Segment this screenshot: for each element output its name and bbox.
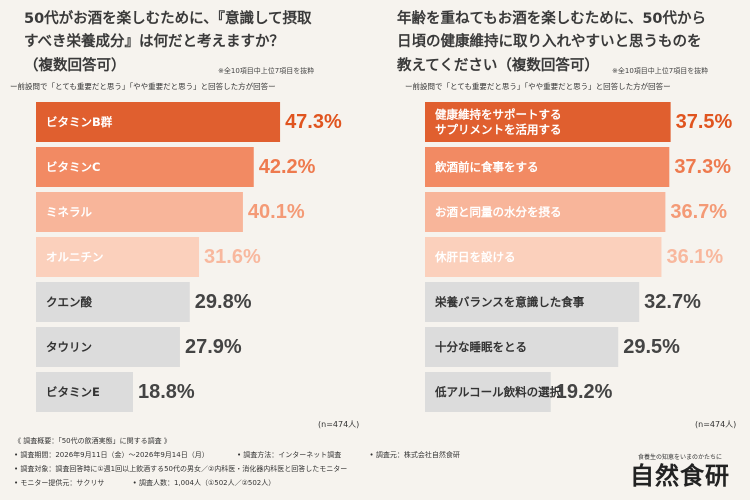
chart1-value-label-3: 36.1% (666, 246, 723, 268)
chart1-value-label-4: 32.7% (644, 291, 701, 313)
brand-name: 自然食研 (630, 462, 730, 490)
chart0-category-label-3: オルニチン (46, 250, 104, 264)
chart1-category-label-2: お酒と同量の水分を摂る (435, 205, 562, 219)
chart1-category-label-4: 栄養バランスを意識した食事 (434, 295, 585, 309)
right-title-line-3: 教えてください（複数回答可） (397, 58, 599, 74)
right-title-line-1: 年齢を重ねてもお酒を楽しむために、50代から (397, 11, 707, 27)
chart0-category-label-1: ビタミンC (46, 160, 100, 174)
left-title-line-2: すべき栄養成分』は何だと考えますか？ (24, 34, 284, 50)
right-chart-panel: 年齢を重ねてもお酒を楽しむために、50代から 日頃の健康維持に取り入れやすいと思… (375, 0, 750, 430)
chart0-value-label-5: 27.9% (185, 336, 242, 358)
footer-line-4: • モニター提供元：サクリサ • 調査人数：1,004人（①502人／②502人… (14, 476, 614, 490)
chart0-value-label-2: 40.1% (248, 201, 305, 223)
chart1-category-label-1: 飲酒前に食事をする (434, 160, 539, 174)
chart1-value-label-0: 37.5% (676, 111, 733, 133)
right-n-label: (n=474人) (695, 420, 737, 429)
left-subtitle: ー前設問で「とても重要だと思う」「やや重要だと思う」と回答した方が回答ー (10, 82, 276, 91)
brand-tagline: 食養生の知恵をいまのかたちに (637, 454, 722, 461)
chart0-bar-3 (36, 237, 200, 277)
chart1-value-label-6: 19.2% (556, 381, 613, 403)
survey-footer: 《 調査概要：「50代の飲酒実態」に関する調査 》 • 調査期間：2026年9月… (14, 434, 614, 490)
chart0-category-label-6: ビタミンE (46, 385, 100, 399)
chart1-bar-0 (425, 102, 671, 142)
chart0-category-label-5: タウリン (46, 340, 92, 354)
brand-logo: 食養生の知恵をいまのかたちに 自然食研 (620, 452, 740, 491)
chart1-category-label-6: 低アルコール飲料の選択 (434, 385, 562, 399)
left-note: ※全10項目中上位7項目を抜粋 (218, 67, 315, 75)
chart1-bar-2 (425, 192, 666, 232)
left-title-line-3: （複数回答可） (24, 58, 126, 74)
chart0-bar-4 (36, 282, 190, 322)
chart0-category-label-4: クエン酸 (46, 295, 92, 309)
chart1-value-label-5: 29.5% (623, 336, 680, 358)
right-title-line-2: 日頃の健康維持に取り入れやすいと思うものを (397, 34, 702, 50)
footer-survey-method: • 調査方法：インターネット調査 (236, 451, 342, 459)
chart1-bar-1 (425, 147, 670, 187)
chart0-bar-0 (36, 102, 281, 142)
right-subtitle: ー前設問で「とても重要だと思う」「やや重要だと思う」と回答した方が回答ー (405, 82, 671, 91)
chart0-category-label-0: ビタミンB群 (46, 115, 113, 129)
chart0-bar-1 (36, 147, 254, 187)
chart0-category-label-2: ミネラル (46, 205, 92, 219)
left-chart-panel: 50代がお酒を楽しむために、『意識して摂取 すべき栄養成分』は何だと考えますか？… (0, 0, 375, 430)
chart0-value-label-6: 18.8% (138, 381, 195, 403)
footer-survey-source: • 調査元：株式会社自然食研 (369, 451, 460, 459)
left-n-label: (n=474人) (318, 420, 360, 429)
chart1-category-label-5: 十分な睡眠をとる (435, 340, 527, 354)
chart0-bar-6 (36, 372, 134, 412)
chart0-value-label-4: 29.8% (195, 291, 252, 313)
left-bar-chart: ビタミンB群 47.3% ビタミンC 42.2% ミネラル 40.1% オルニチン 31.6%… (36, 102, 342, 412)
chart0-bar-2 (36, 192, 243, 232)
footer-line-1: 《 調査概要：「50代の飲酒実態」に関する調査 》 (14, 434, 614, 448)
chart1-value-label-2: 36.7% (670, 201, 727, 223)
chart1-category-label-3: 休肝日を設ける (434, 250, 516, 264)
chart1-bar-6 (425, 372, 551, 412)
footer-monitor-provider: • モニター提供元：サクリサ (14, 479, 105, 487)
chart1-bar-5 (425, 327, 619, 367)
chart1-category-label-0-0: 健康維持をサポートする (435, 108, 562, 122)
chart1-category-label-0-1: サプリメントを活用する (435, 123, 562, 137)
footer-respondent-count: • 調査人数：1,004人（①502人／②502人） (132, 479, 276, 487)
footer-line-2: • 調査期間：2026年9月11日（金）〜2026年9月14日（月） • 調査方… (14, 448, 614, 462)
chart1-bar-3 (425, 237, 662, 277)
right-note: ※全10項目中上位7項目を抜粋 (612, 67, 709, 75)
footer-survey-target: • 調査対象：調査回答時に①週1回以上飲酒する50代の男女／②内科医・消化器内科… (14, 465, 348, 473)
chart0-value-label-3: 31.6% (204, 246, 261, 268)
footer-survey-period: • 調査期間：2026年9月11日（金）〜2026年9月14日（月） (14, 451, 209, 459)
chart0-value-label-0: 47.3% (285, 111, 342, 133)
chart0-value-label-1: 42.2% (259, 156, 316, 178)
chart1-value-label-1: 37.3% (674, 156, 731, 178)
left-title-line-1: 50代がお酒を楽しむために、『意識して摂取 (24, 11, 312, 27)
footer-line-3: • 調査対象：調査回答時に①週1回以上飲酒する50代の男女／②内科医・消化器内科… (14, 462, 614, 476)
chart0-bar-5 (36, 327, 180, 367)
chart1-bar-4 (425, 282, 640, 322)
footer-survey-heading: 《 調査概要：「50代の飲酒実態」に関する調査 》 (14, 437, 171, 445)
